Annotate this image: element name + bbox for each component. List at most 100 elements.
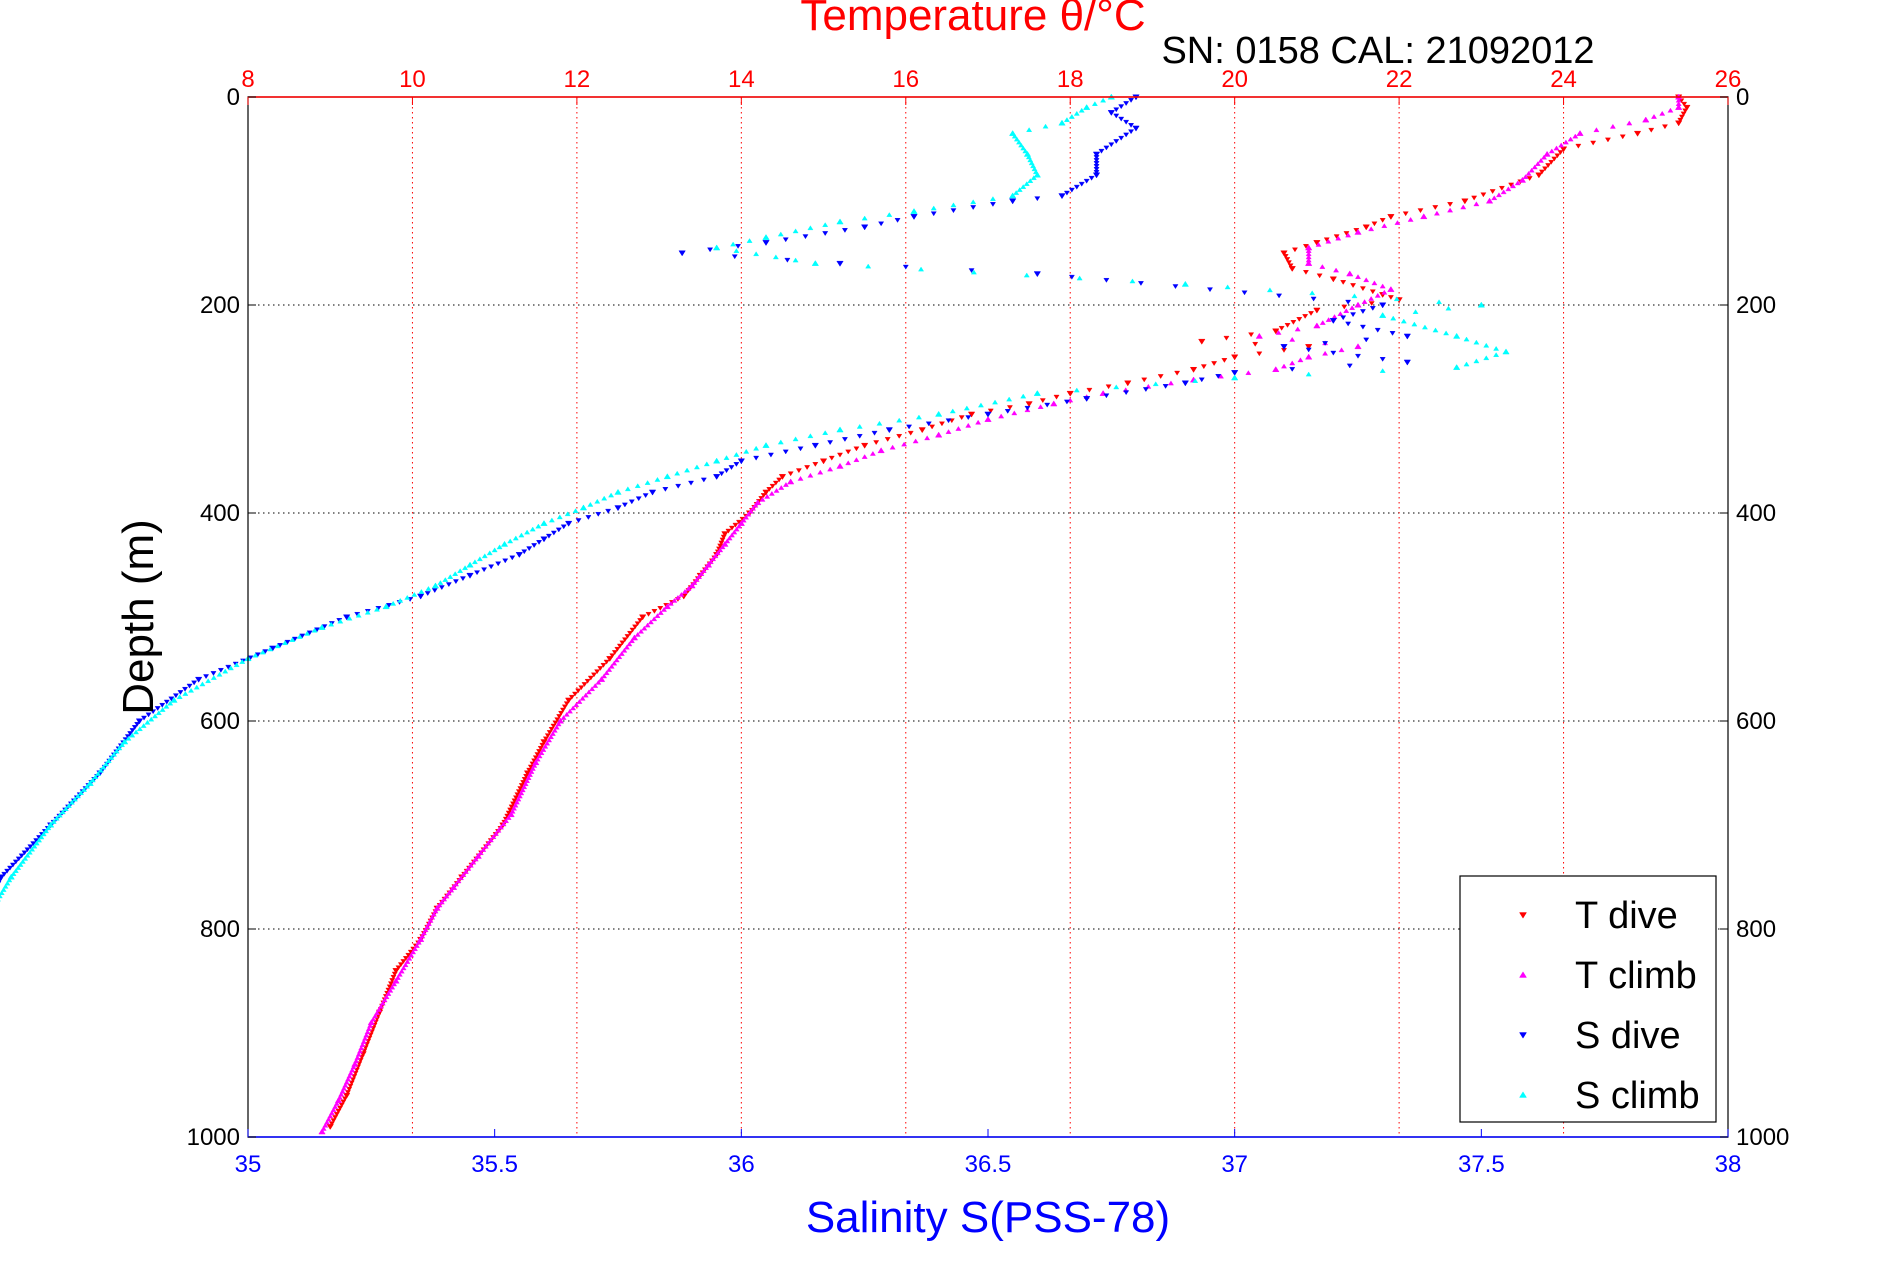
data-point xyxy=(1500,189,1507,195)
data-point xyxy=(92,774,99,780)
data-point xyxy=(15,865,22,870)
data-point xyxy=(565,520,573,527)
data-point xyxy=(1313,322,1321,329)
data-point xyxy=(1093,161,1100,166)
data-point xyxy=(579,695,586,701)
data-point xyxy=(678,250,686,257)
y-tick-label-left: 400 xyxy=(200,500,240,527)
data-point xyxy=(632,624,639,630)
y-tick-label-left: 1000 xyxy=(187,1124,240,1151)
data-point xyxy=(350,1077,356,1083)
data-point xyxy=(1016,187,1023,192)
data-point xyxy=(144,719,151,725)
data-point xyxy=(404,594,411,600)
data-point xyxy=(1374,327,1381,333)
data-point xyxy=(397,597,404,603)
data-point xyxy=(488,564,495,570)
data-point xyxy=(1473,201,1480,207)
data-point xyxy=(326,1124,334,1130)
data-point xyxy=(591,672,597,678)
data-point xyxy=(487,837,494,843)
data-point xyxy=(611,660,618,666)
data-point xyxy=(1305,347,1312,353)
data-point xyxy=(1272,366,1280,372)
data-point xyxy=(1491,195,1498,201)
data-point xyxy=(1013,136,1020,142)
data-point xyxy=(282,640,288,646)
data-point xyxy=(856,434,863,439)
data-point xyxy=(1093,155,1100,160)
data-point xyxy=(568,694,575,700)
data-point xyxy=(1181,280,1189,287)
data-point xyxy=(152,713,158,719)
data-point xyxy=(377,1003,384,1009)
data-point xyxy=(466,561,474,568)
data-point xyxy=(75,793,81,799)
chart-subtitle: SN: 0158 CAL: 21092012 xyxy=(1161,30,1594,72)
data-point xyxy=(1290,320,1297,325)
data-point xyxy=(1604,137,1611,143)
data-point xyxy=(1651,114,1657,119)
data-point xyxy=(296,634,303,639)
data-point xyxy=(1368,226,1375,232)
data-point xyxy=(968,268,975,274)
data-point xyxy=(894,218,901,223)
data-point xyxy=(628,638,635,644)
data-point xyxy=(518,532,525,538)
data-point xyxy=(1068,114,1075,119)
data-point xyxy=(654,613,661,618)
data-point xyxy=(1371,280,1378,286)
data-point xyxy=(1310,296,1317,302)
data-point xyxy=(811,260,819,266)
data-point xyxy=(1128,98,1135,103)
salinity-tick-label: 35 xyxy=(235,1151,262,1178)
data-point xyxy=(191,680,198,686)
data-point xyxy=(616,643,623,649)
data-point xyxy=(1098,148,1105,154)
legend-item: S dive xyxy=(1519,1015,1681,1057)
data-point xyxy=(1368,301,1375,306)
data-point xyxy=(536,540,543,545)
data-point xyxy=(1453,364,1461,370)
data-point xyxy=(578,685,585,691)
data-point xyxy=(134,722,141,727)
data-point xyxy=(1118,104,1125,110)
data-point xyxy=(503,818,510,824)
data-point xyxy=(1294,326,1301,332)
data-point xyxy=(1207,287,1213,293)
data-point xyxy=(992,399,999,405)
data-point xyxy=(657,606,664,611)
data-point xyxy=(398,968,405,974)
data-point xyxy=(148,716,155,722)
data-point xyxy=(540,739,548,746)
data-point xyxy=(1354,301,1362,308)
data-point xyxy=(1683,104,1691,111)
data-point xyxy=(342,1096,348,1102)
legend-item: S climb xyxy=(1519,1075,1700,1117)
data-point xyxy=(603,670,610,676)
data-point xyxy=(485,840,492,846)
data-point xyxy=(546,737,553,743)
data-point xyxy=(819,458,828,465)
data-point xyxy=(43,828,49,834)
data-point xyxy=(896,434,903,439)
temperature-tick-label: 16 xyxy=(892,66,919,93)
data-point xyxy=(188,687,195,693)
data-point xyxy=(1535,172,1543,179)
data-point xyxy=(841,228,848,233)
data-point xyxy=(133,729,140,735)
data-point xyxy=(1675,120,1683,127)
data-point xyxy=(431,582,440,589)
data-point xyxy=(1023,272,1030,278)
data-point xyxy=(811,442,819,449)
data-point xyxy=(1278,326,1285,331)
data-point xyxy=(397,962,404,968)
data-point xyxy=(807,472,814,478)
data-point xyxy=(1333,267,1340,273)
data-point xyxy=(498,824,504,830)
data-point xyxy=(4,868,11,874)
data-point xyxy=(100,764,107,770)
data-point xyxy=(876,420,883,426)
data-point xyxy=(1020,184,1027,189)
data-point xyxy=(1113,139,1120,144)
